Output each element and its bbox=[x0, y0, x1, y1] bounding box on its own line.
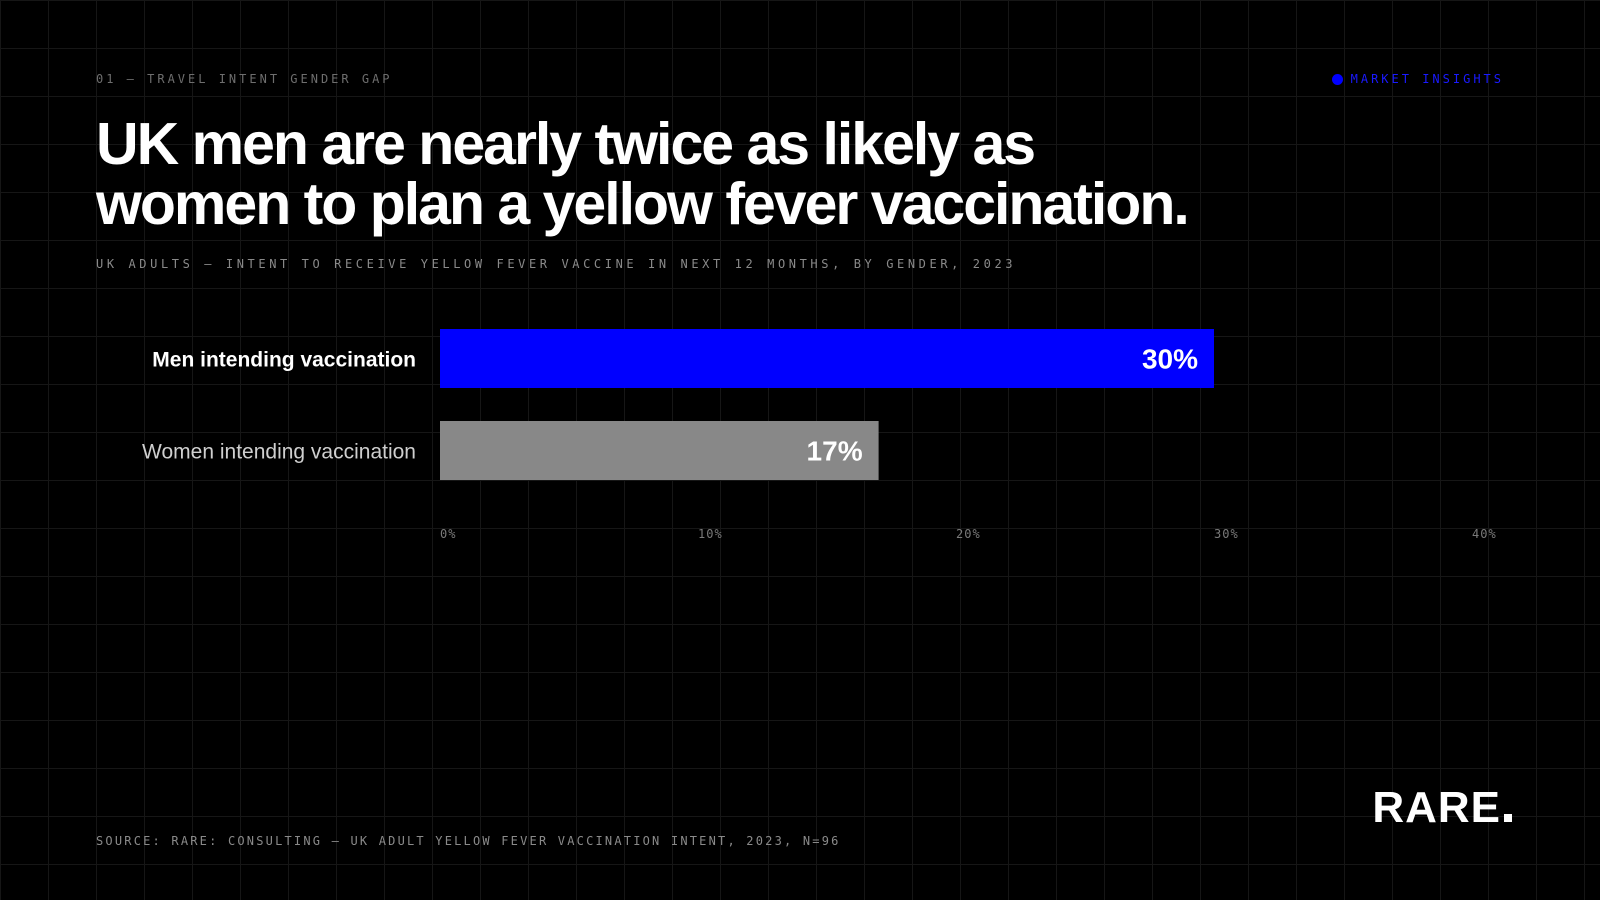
section-tag: MARKET INSIGHTS bbox=[1331, 72, 1504, 86]
title-line-2: women to plan a yellow fever vaccination… bbox=[96, 171, 1190, 237]
x-tick-label-4: 40% bbox=[1472, 527, 1497, 541]
value-label-1: 17% bbox=[807, 436, 863, 467]
logo-text: RARE bbox=[1372, 783, 1501, 832]
page-title: UK men are nearly twice as likely as wom… bbox=[96, 114, 1416, 234]
x-tick-label-2: 20% bbox=[956, 527, 981, 541]
bar-chart: Men intending vaccination 30% Women intend… bbox=[142, 329, 1497, 541]
section-eyebrow: 01 — TRAVEL INTENT GENDER GAP bbox=[96, 72, 393, 86]
title-line-1: UK men are nearly twice as likely as bbox=[96, 111, 1036, 177]
tag-label: MARKET INSIGHTS bbox=[1350, 72, 1504, 86]
brand-logo: RARE bbox=[1372, 783, 1512, 833]
tag-dot-icon bbox=[1331, 73, 1343, 85]
bar-1 bbox=[440, 421, 879, 480]
category-label-0: Men intending vaccination bbox=[152, 349, 416, 372]
x-tick-label-3: 30% bbox=[1214, 527, 1239, 541]
bar-0 bbox=[440, 329, 1214, 388]
value-label-0: 30% bbox=[1142, 344, 1198, 375]
x-tick-label-1: 10% bbox=[698, 527, 723, 541]
chart-subtitle: UK ADULTS — INTENT TO RECEIVE YELLOW FEV… bbox=[96, 257, 1017, 271]
x-tick-label-0: 0% bbox=[440, 527, 456, 541]
source-note: SOURCE: RARE: CONSULTING — UK ADULT YELL… bbox=[96, 834, 841, 848]
logo-dot-icon bbox=[1504, 814, 1512, 822]
category-label-1: Women intending vaccination bbox=[142, 441, 416, 464]
